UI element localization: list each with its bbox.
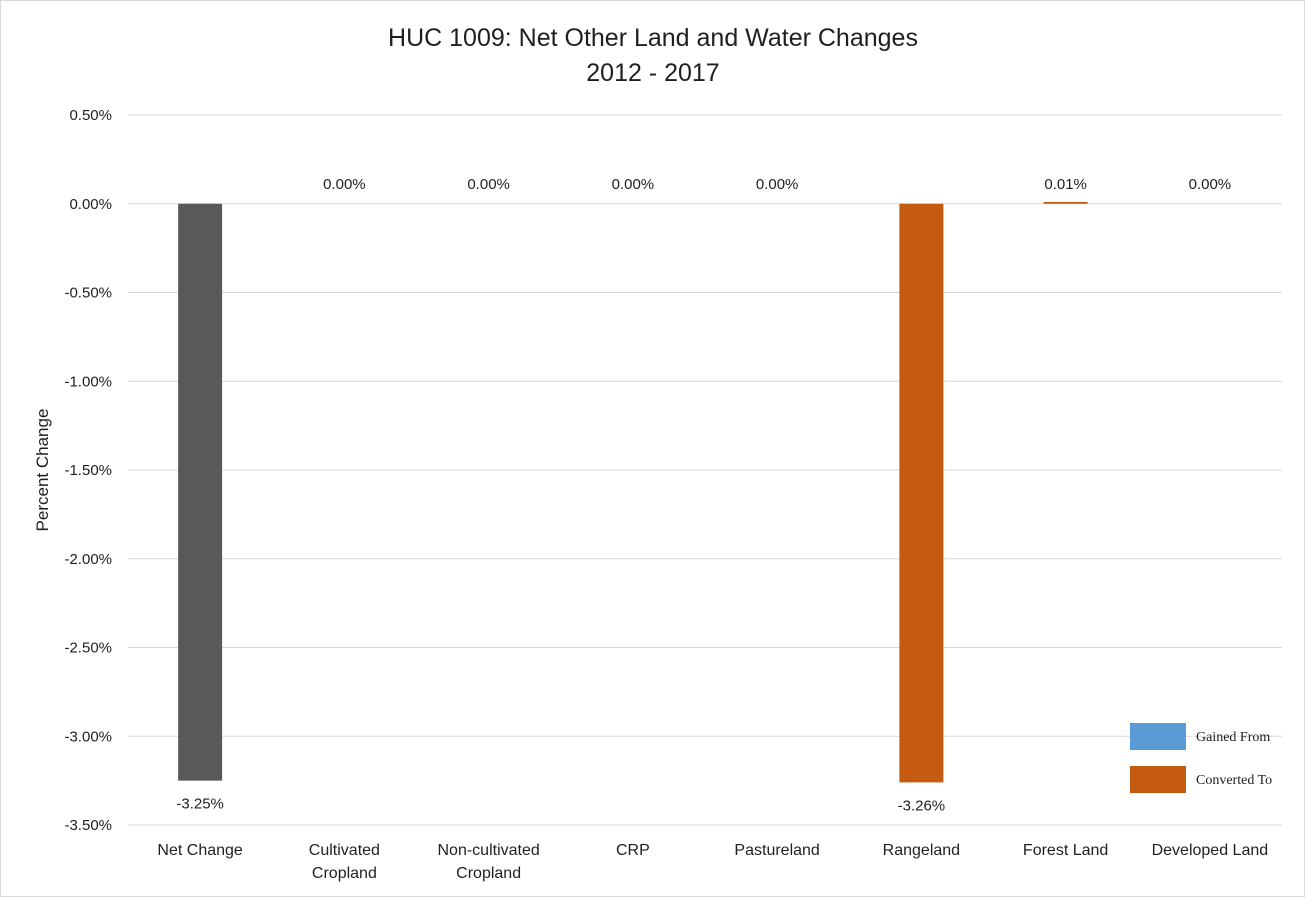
x-category-label: Cultivated — [309, 842, 380, 859]
data-label: -3.26% — [898, 797, 946, 814]
legend-swatch — [1130, 766, 1186, 793]
legend: Gained From Converted To — [1130, 723, 1272, 793]
x-category-label: Non-cultivated — [437, 842, 539, 859]
y-tick-label: -3.00% — [64, 728, 112, 745]
x-category-label: Cropland — [312, 865, 377, 882]
chart-subtitle: 2012 - 2017 — [586, 59, 719, 87]
data-label: 0.00% — [756, 176, 799, 193]
y-tick-label: -0.50% — [64, 285, 112, 302]
x-category-label: Pastureland — [734, 842, 819, 859]
data-labels: -3.25% 0.00% 0.00% 0.00% 0.00% -3.26% 0.01% 0.0… — [176, 176, 1231, 815]
x-category-label: Developed Land — [1152, 842, 1269, 859]
data-label: 0.00% — [323, 176, 366, 193]
y-tick-label: -1.00% — [64, 373, 112, 390]
x-axis-categories: Net Change Cultivated Cropland Non-cultivat… — [157, 842, 1268, 882]
bar — [899, 203, 944, 783]
gridlines — [128, 114, 1282, 826]
bar — [1043, 201, 1088, 204]
data-label: 0.01% — [1044, 176, 1087, 193]
x-category-label: CRP — [616, 842, 650, 859]
y-tick-label: -3.50% — [64, 817, 112, 834]
x-category-label: Rangeland — [883, 842, 960, 859]
legend-label: Converted To — [1196, 773, 1272, 788]
data-label: 0.00% — [612, 176, 655, 193]
bar — [178, 203, 223, 781]
legend-swatch — [1130, 723, 1186, 750]
y-tick-label: 0.50% — [69, 107, 112, 124]
y-tick-label: 0.00% — [69, 196, 112, 213]
y-axis-ticks: 0.50% 0.00% -0.50% -1.00% -1.50% -2.00% -2.50%… — [64, 107, 112, 834]
data-label: 0.00% — [467, 176, 510, 193]
data-label: 0.00% — [1189, 176, 1232, 193]
legend-label: Gained From — [1196, 730, 1270, 745]
x-category-label: Net Change — [157, 842, 242, 859]
x-category-label: Forest Land — [1023, 842, 1108, 859]
x-category-label: Cropland — [456, 865, 521, 882]
y-tick-label: -2.00% — [64, 551, 112, 568]
y-axis-label: Percent Change — [33, 409, 52, 532]
data-label: -3.25% — [176, 796, 224, 813]
y-tick-label: -2.50% — [64, 640, 112, 657]
chart-title: HUC 1009: Net Other Land and Water Chang… — [388, 24, 918, 52]
y-tick-label: -1.50% — [64, 462, 112, 479]
bars — [178, 201, 1088, 783]
